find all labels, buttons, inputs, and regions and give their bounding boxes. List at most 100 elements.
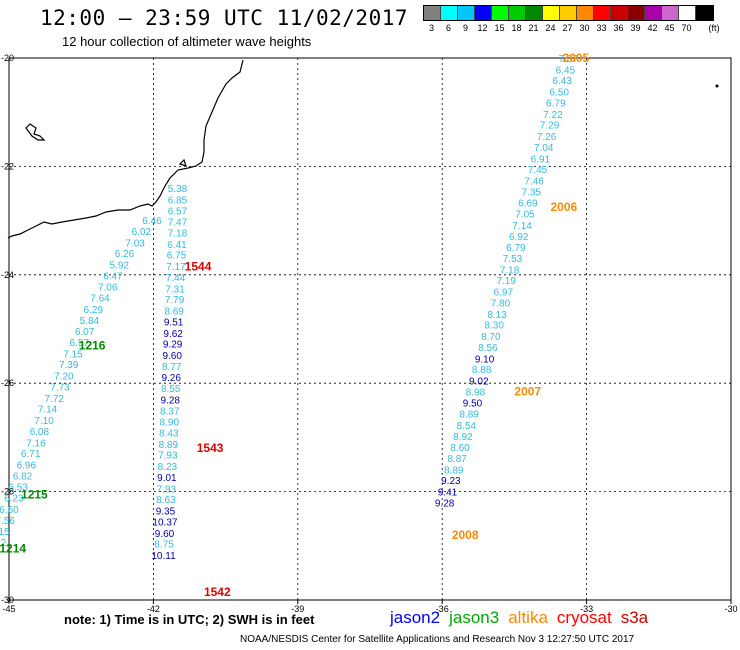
lon-tick-label: -36 xyxy=(436,604,449,614)
wave-height-value: 9.41 xyxy=(438,488,458,499)
wave-height-value: 8.70 xyxy=(481,332,501,343)
legend-swatch xyxy=(628,6,645,20)
legend-label: 27 xyxy=(562,23,573,33)
wave-height-value: 7.07 xyxy=(559,54,579,65)
wave-height-value: 7.93 xyxy=(158,451,178,462)
color-legend: 3 6 9 12 15 18 21 24 27 30 33 36 39 42 45 70 (ft) xyxy=(423,5,720,37)
lat-tick-label: -22 xyxy=(1,161,14,171)
island-1 xyxy=(25,123,46,141)
wave-height-value: 7.16 xyxy=(26,438,46,449)
wave-height-value: 7.15 xyxy=(63,349,83,360)
wave-height-value: 10.11 xyxy=(151,551,176,562)
island-2 xyxy=(178,158,187,167)
wave-height-value: 7.47 xyxy=(168,218,188,229)
wave-height-value: 6.07 xyxy=(75,327,95,338)
altimeter-tracks: 6.466.027.036.265.926.477.067.646.295.84… xyxy=(0,54,579,562)
wave-height-value: 8.63 xyxy=(156,495,176,506)
legend-swatch xyxy=(458,6,475,20)
pass-number-label: 1216 xyxy=(79,338,106,352)
wave-height-value: 6.79 xyxy=(546,98,566,109)
satellite-s3a: s3a xyxy=(620,608,649,627)
lon-tick-label: -39 xyxy=(291,604,304,614)
wave-height-value: 9.02 xyxy=(469,376,489,387)
pass-number-label: 2007 xyxy=(514,384,541,398)
pass-number-label: 2008 xyxy=(452,528,479,542)
wave-height-value: 7.72 xyxy=(45,394,65,405)
graticule xyxy=(8,58,732,604)
wave-height-value: 9.26 xyxy=(161,373,181,384)
legend-label: 12 xyxy=(477,23,488,33)
wave-height-value: 8.30 xyxy=(484,321,504,332)
wave-height-value: 7.18 xyxy=(500,265,520,276)
wave-height-value: 8.54 xyxy=(457,421,477,432)
legend-unit: (ft) xyxy=(708,23,720,33)
page-subtitle: 12 hour collection of altimeter wave hei… xyxy=(62,34,312,49)
note-text: note: 1) Time is in UTC; 2) SWH is in fe… xyxy=(64,612,315,627)
wave-height-value: 6.85 xyxy=(168,195,188,206)
legend-swatch xyxy=(577,6,594,20)
wave-height-value: 6.82 xyxy=(13,471,33,482)
map-frame xyxy=(8,57,732,601)
wave-height-value: 6.23 xyxy=(4,494,24,505)
wave-height-value: 6.71 xyxy=(21,449,41,460)
legend-swatch xyxy=(611,6,628,20)
wave-height-value: 7.29 xyxy=(540,121,560,132)
legend-swatch xyxy=(424,6,441,20)
wave-height-value: 8.60 xyxy=(450,443,470,454)
satellite-jason3: jason3 xyxy=(449,608,500,627)
wave-height-value: 6.57 xyxy=(70,338,90,349)
legend-label: 15 xyxy=(494,23,505,33)
wave-height-value: 7.93 xyxy=(157,484,177,495)
track-track-c: 7.076.456.436.506.797.227.297.267.046.91… xyxy=(435,54,579,509)
legend-swatch xyxy=(492,6,509,20)
wave-height-value: 8.37 xyxy=(160,406,180,417)
page-title: 12:00 – 23:59 UTC 11/02/2017 xyxy=(40,6,409,30)
wave-height-value: 8.56 xyxy=(478,343,498,354)
legend-swatch xyxy=(679,6,696,20)
wave-height-value: 7.05 xyxy=(515,210,535,221)
lon-tick-label: -45 xyxy=(2,604,15,614)
wave-height-value: 7.20 xyxy=(54,372,74,383)
wave-height-value: 7.53 xyxy=(503,254,523,265)
wave-height-value: 6.29 xyxy=(83,305,103,316)
satellite-legend: jason2 jason3 altika cryosat s3a xyxy=(390,608,657,628)
lat-tick-label: -30 xyxy=(1,595,14,605)
wave-height-value: 6.43 xyxy=(552,76,572,87)
wave-height-value: 8.55 xyxy=(161,384,181,395)
wave-height-value: 7.45 xyxy=(528,165,548,176)
wave-height-value: 7.39 xyxy=(59,360,79,371)
wave-height-value: 7.35 xyxy=(522,187,542,198)
wave-height-value: 6.57 xyxy=(168,206,188,217)
pass-number-label: 1543 xyxy=(197,441,224,455)
wave-height-value: 7.73 xyxy=(50,382,70,393)
wave-height-value: 7.80 xyxy=(491,298,511,309)
legend-swatch xyxy=(475,6,492,20)
legend-labels: 3 6 9 12 15 18 21 24 27 30 33 36 39 42 45 70 (ft) xyxy=(423,23,720,37)
wave-height-value: 9.23 xyxy=(441,476,461,487)
legend-label: 36 xyxy=(613,23,624,33)
legend-swatch xyxy=(441,6,458,20)
lat-tick-label: -24 xyxy=(1,270,14,280)
wave-height-value: 7.56 xyxy=(0,516,15,527)
wave-height-value: 8.23 xyxy=(158,462,178,473)
wave-height-value: 6.45 xyxy=(556,65,576,76)
legend-swatch xyxy=(509,6,526,20)
wave-height-value: 5.92 xyxy=(109,261,129,272)
legend-label: 18 xyxy=(511,23,522,33)
wave-height-value: 8.90 xyxy=(160,418,180,429)
wave-height-value: 8.87 xyxy=(447,454,467,465)
pass-number-label: 1214 xyxy=(0,542,26,556)
wave-height-value: 6.26 xyxy=(115,249,135,260)
legend-label: 21 xyxy=(528,23,539,33)
wave-height-value: 8.15 xyxy=(0,527,10,538)
wave-height-value: 6.60 xyxy=(0,505,19,516)
lat-tick-label: -26 xyxy=(1,378,14,388)
wave-height-value: 7.10 xyxy=(34,416,54,427)
wave-height-value: 7.14 xyxy=(38,405,58,416)
wave-height-value: 6.96 xyxy=(17,461,37,472)
pass-labels: 1544 1543 1542 1216 1215 1214 2005 2006 2007 2008 xyxy=(0,51,590,599)
legend-label: 9 xyxy=(462,23,469,33)
wave-height-value: 9.60 xyxy=(162,351,182,362)
wave-height-value: 6.92 xyxy=(509,232,529,243)
